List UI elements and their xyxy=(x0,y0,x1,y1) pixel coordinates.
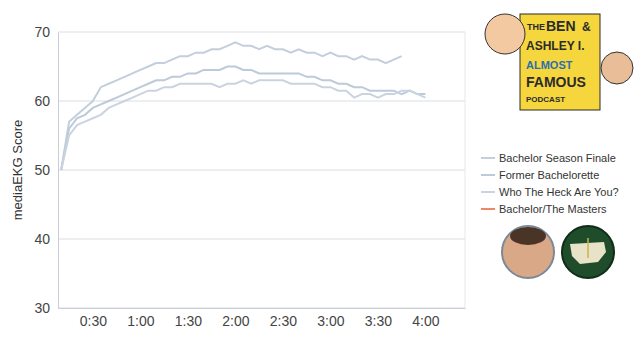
legend-images xyxy=(502,226,614,278)
x-tick-label: 4:00 xyxy=(412,313,439,329)
x-tick-label: 2:30 xyxy=(270,313,297,329)
masters-logo xyxy=(562,226,614,278)
logo-text: ALMOST xyxy=(526,59,573,71)
grid-line xyxy=(58,239,465,240)
y-tick-label: 70 xyxy=(34,24,50,40)
logo-face xyxy=(485,14,525,54)
person-photo xyxy=(502,226,554,278)
legend-label: Former Bachelorette xyxy=(499,169,599,181)
legend-swatch xyxy=(481,157,495,159)
y-axis-title: mediaEKG Score xyxy=(10,120,25,220)
legend-label: Bachelor Season Finale xyxy=(499,152,616,164)
series-line xyxy=(61,80,425,170)
x-axis-line xyxy=(59,308,466,309)
legend-label: Who The Heck Are You? xyxy=(499,186,619,198)
x-tick: 2:30 xyxy=(270,308,297,329)
chart-root: 30 40 50 60 70 0:30 1:00 1:30 2:00 2:30 3:00 3:30 4:… xyxy=(0,0,640,360)
grid-line xyxy=(58,32,465,33)
y-tick-label: 60 xyxy=(34,93,50,109)
y-axis-line xyxy=(58,33,59,309)
x-tick: 4:00 xyxy=(412,308,439,329)
x-tick: 2:00 xyxy=(222,308,249,329)
x-tick-label: 3:30 xyxy=(365,313,392,329)
legend-swatch xyxy=(481,208,495,210)
x-tick-label: 1:00 xyxy=(127,313,154,329)
y-tick: 60 xyxy=(34,93,58,109)
plot-frame xyxy=(465,32,466,308)
legend: Bachelor Season Finale Former Bachelorett… xyxy=(481,152,619,215)
x-tick-label: 1:30 xyxy=(175,313,202,329)
y-tick-label: 40 xyxy=(34,231,50,247)
person-hair xyxy=(510,227,546,245)
legend-swatch xyxy=(481,174,495,176)
x-tick: 1:00 xyxy=(127,308,154,329)
logo-text: & xyxy=(582,20,591,34)
logo-text: PODCAST xyxy=(526,95,565,104)
y-tick: 70 xyxy=(34,24,58,40)
x-tick-label: 2:00 xyxy=(222,313,249,329)
grid-line xyxy=(58,170,465,171)
legend-swatch xyxy=(481,191,495,193)
series-line xyxy=(61,67,425,171)
y-tick: 40 xyxy=(34,231,58,247)
x-tick-label: 3:00 xyxy=(317,313,344,329)
podcast-logo: THEBEN& ASHLEY I. ALMOST FAMOUS PODCAST xyxy=(485,14,633,110)
masters-flag xyxy=(587,238,589,258)
y-tick-label: 50 xyxy=(34,162,50,178)
x-tick: 1:30 xyxy=(175,308,202,329)
x-tick: 3:00 xyxy=(317,308,344,329)
logo-text: ASHLEY I. xyxy=(526,39,584,53)
grid-line xyxy=(58,308,465,309)
plot-area xyxy=(61,42,425,170)
logo-background xyxy=(520,14,600,110)
logo-text: FAMOUS xyxy=(526,74,586,90)
grid-line xyxy=(58,101,465,102)
y-axis: 30 40 50 60 70 xyxy=(34,24,58,316)
logo-text: THE xyxy=(527,22,545,32)
legend-label: Bachelor/The Masters xyxy=(499,203,607,215)
logo-text: BEN xyxy=(546,18,576,34)
y-tick: 30 xyxy=(34,300,58,316)
x-tick: 0:30 xyxy=(80,308,107,329)
x-axis: 0:30 1:00 1:30 2:00 2:30 3:00 3:30 4:00 xyxy=(59,308,466,329)
x-tick-label: 0:30 xyxy=(80,313,107,329)
y-tick-label: 30 xyxy=(34,300,50,316)
x-tick: 3:30 xyxy=(365,308,392,329)
grid xyxy=(58,32,465,308)
y-tick: 50 xyxy=(34,162,58,178)
logo-face xyxy=(601,52,633,84)
